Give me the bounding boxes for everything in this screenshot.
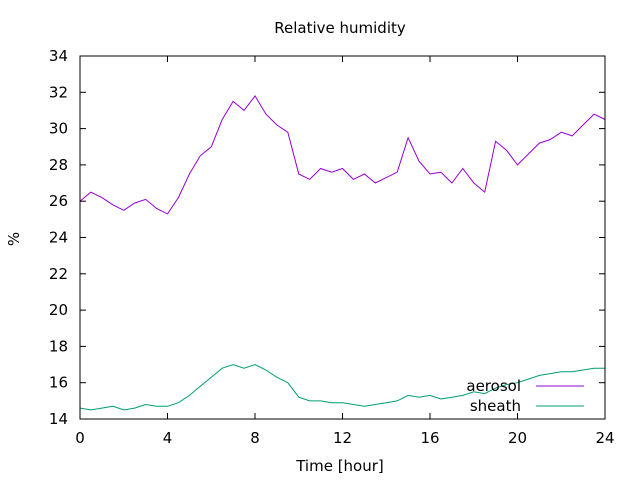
plot-frame <box>79 55 606 420</box>
y-tick-label: 30 <box>49 120 68 138</box>
x-tick-label: 24 <box>595 429 614 447</box>
y-tick-label: 24 <box>49 229 68 247</box>
legend-label-sheath: sheath <box>470 397 521 415</box>
legend-label-aerosol: aerosol <box>466 377 521 395</box>
y-tick-label: 34 <box>49 47 68 65</box>
y-tick-label: 14 <box>49 410 68 428</box>
series-layer <box>79 95 606 411</box>
x-tick-label: 16 <box>420 429 439 447</box>
series-line-sheath <box>79 364 605 411</box>
y-tick-label: 16 <box>49 374 68 392</box>
y-tick-label: 32 <box>49 83 68 101</box>
ticks-layer: 0 4 8 12 16 20 24 14 16 18 20 22 24 26 28 30 32 34 <box>49 47 615 447</box>
y-tick-label: 20 <box>49 301 68 319</box>
x-tick-label: 0 <box>75 429 85 447</box>
y-tick-label: 26 <box>49 192 68 210</box>
x-tick-label: 4 <box>163 429 173 447</box>
y-axis-label: % <box>5 232 23 246</box>
legend: aerosol sheath <box>466 377 584 415</box>
y-tick-label: 28 <box>49 156 68 174</box>
series-line-aerosol <box>79 95 606 215</box>
x-tick-label: 20 <box>508 429 527 447</box>
x-axis-label: Time [hour] <box>295 457 384 475</box>
y-tick-label: 18 <box>49 337 68 355</box>
chart-title: Relative humidity <box>274 19 406 37</box>
y-tick-label: 22 <box>49 265 68 283</box>
x-tick-label: 8 <box>250 429 260 447</box>
x-tick-label: 12 <box>333 429 352 447</box>
